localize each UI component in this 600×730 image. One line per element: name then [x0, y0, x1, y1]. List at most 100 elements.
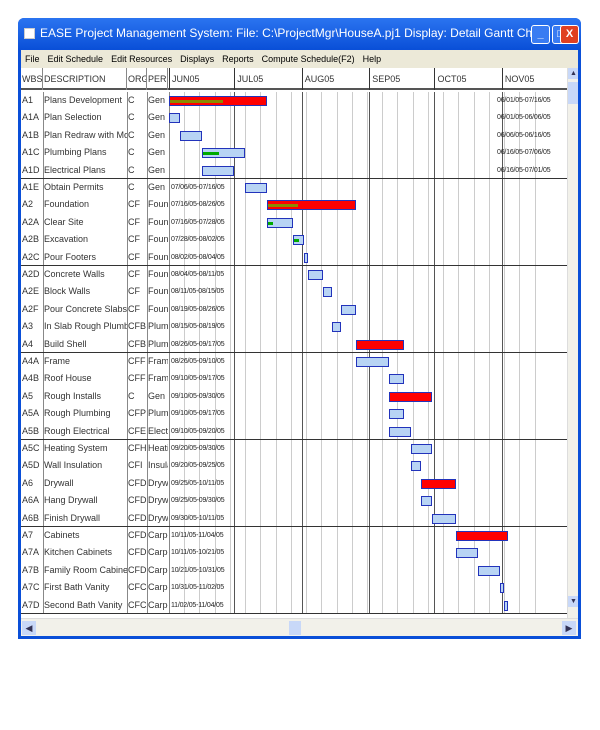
task-row[interactable]: A2B Excavation CF Found07/28/05-08/02/05	[21, 231, 567, 248]
scroll-up-arrow-icon[interactable]: ▲	[568, 68, 578, 79]
summary-bar[interactable]	[388, 391, 433, 402]
task-org: CF	[128, 234, 140, 245]
task-bar[interactable]	[410, 461, 422, 472]
menu-item[interactable]: Reports	[222, 54, 254, 64]
task-row[interactable]: A5 Rough Installs C Gen C09/10/05-09/30/05	[21, 388, 567, 405]
task-bar[interactable]	[410, 444, 433, 454]
task-pers: Gen C	[148, 182, 168, 192]
task-pers: Plumb	[148, 321, 168, 332]
task-row[interactable]: A6B Finish Drywall CFDDrywa09/30/05-10/11/…	[21, 510, 567, 527]
horizontal-scrollbar[interactable]: ◀ ▶	[21, 618, 578, 636]
task-bar[interactable]	[303, 252, 309, 263]
vertical-scrollbar[interactable]: ▲ ▼	[567, 68, 578, 618]
scroll-left-arrow-icon[interactable]: ◀	[22, 621, 36, 635]
task-bar[interactable]	[421, 496, 433, 507]
task-dates: 09/10/05-09/20/05	[171, 427, 225, 435]
task-bar[interactable]	[477, 565, 500, 576]
task-dates: 09/10/05-09/17/05	[171, 410, 225, 418]
week-gridline	[336, 92, 338, 614]
task-org: C	[128, 95, 135, 105]
header-description[interactable]: DESCRIPTION	[43, 68, 127, 90]
scroll-right-arrow-icon[interactable]: ▶	[562, 621, 576, 635]
menu-item[interactable]: Help	[362, 54, 382, 64]
task-dates: 09/10/05-09/30/05	[171, 392, 225, 400]
week-gridline	[458, 92, 460, 614]
task-bar[interactable]	[340, 304, 357, 315]
progress-fill	[294, 239, 300, 243]
task-row[interactable]: A5D Wall Insulation CFI Insula09/20/05-09/2…	[21, 457, 567, 474]
group-separator	[21, 526, 567, 527]
menu-item[interactable]: Edit Schedule	[47, 54, 104, 64]
task-row[interactable]: A1B Plan Redraw with ModificationsC Gen C 0…	[21, 127, 567, 144]
scroll-down-arrow-icon[interactable]: ▼	[568, 596, 578, 607]
task-row[interactable]: A6A Hang Drywall CFDDrywa09/25/05-09/30/05	[21, 492, 567, 509]
task-row[interactable]: A5B Rough Electrical CFEElectr09/10/05-09/…	[21, 423, 567, 440]
task-row[interactable]: A2C Pour Footers CF Found08/02/05-08/04/05	[21, 249, 567, 266]
task-row[interactable]: A1A Plan Selection C Gen C 06/01/05-06/06/05	[21, 109, 567, 126]
task-bar[interactable]	[308, 270, 324, 280]
task-bar[interactable]	[169, 113, 180, 124]
task-bar[interactable]	[356, 357, 389, 367]
week-gridline	[488, 92, 490, 614]
task-row[interactable]: A2E Block Walls CF Found08/11/05-08/15/05	[21, 283, 567, 300]
task-row[interactable]: A7D Second Bath Vanity CFCCarpe11/02/05-11…	[21, 597, 567, 614]
task-row[interactable]: A7B Family Room CabinetsCFDCarpe10/21/05-…	[21, 562, 567, 579]
task-bar[interactable]	[388, 374, 404, 385]
hscroll-thumb[interactable]	[289, 621, 301, 635]
task-org: CFD	[128, 530, 147, 540]
summary-bar[interactable]	[421, 478, 457, 489]
task-wbs: A1	[22, 95, 34, 105]
header-pers[interactable]: PERS	[147, 68, 168, 90]
task-row[interactable]: A3 In Slab Rough PlumbingCFBPlumb08/15/05…	[21, 318, 567, 335]
task-row[interactable]: A1C Plumbing Plans C Gen C 06/16/05-07/06/05	[21, 144, 567, 161]
summary-bar[interactable]	[266, 200, 357, 211]
close-button[interactable]: X	[560, 25, 579, 44]
task-bar[interactable]	[266, 217, 294, 228]
task-bar[interactable]	[323, 287, 333, 298]
task-org: CFI	[128, 460, 143, 471]
task-bar[interactable]	[332, 322, 341, 333]
task-row[interactable]: A7A Kitchen Cabinets CFDCarpe10/11/05-10/2…	[21, 544, 567, 561]
task-row[interactable]: A6 Drywall CFDDrywa09/25/05-10/11/05	[21, 475, 567, 492]
task-row[interactable]: A4 Build Shell CFBPlumb08/26/05-09/17/05	[21, 336, 567, 353]
header-org[interactable]: ORG	[127, 68, 147, 90]
task-row[interactable]: A1D Electrical Plans C Gen C 06/16/05-07/01/…	[21, 162, 567, 179]
task-row[interactable]: A1 Plans Development C Gen C 06/01/05-07/16/…	[21, 92, 567, 109]
menu-item[interactable]: Displays	[180, 54, 215, 64]
header-wbs[interactable]: WBS	[21, 68, 43, 90]
task-desc: First Bath Vanity	[44, 582, 110, 593]
task-row[interactable]: A4AFrameCFFFrame08/26/05-09/10/05	[21, 353, 567, 370]
task-row[interactable]: A2D Concrete Walls CF Found08/04/05-08/11/0…	[21, 266, 567, 283]
task-bar[interactable]	[245, 183, 267, 193]
task-bar[interactable]	[432, 513, 457, 524]
task-bar[interactable]	[499, 583, 505, 594]
scroll-thumb[interactable]	[568, 82, 578, 104]
task-dates: 11/02/05-11/04/05	[171, 601, 224, 609]
task-row[interactable]: A1E Obtain Permits C Gen C07/06/05-07/16/05	[21, 179, 567, 196]
minimize-button[interactable]: _	[531, 25, 550, 44]
menu-item[interactable]: File	[25, 54, 40, 64]
task-bar[interactable]	[293, 235, 304, 246]
task-bar[interactable]	[456, 548, 478, 559]
summary-bar[interactable]	[356, 339, 404, 350]
column-divider	[147, 92, 148, 614]
task-bar[interactable]	[388, 409, 404, 420]
task-bar[interactable]	[179, 130, 202, 141]
task-bar[interactable]	[201, 148, 246, 159]
task-desc: Excavation	[44, 234, 89, 245]
menu-item[interactable]: Compute Schedule(F2)	[261, 54, 355, 64]
task-row[interactable]: A5A Rough Plumbing CFPPlumb09/10/05-09/17/…	[21, 405, 567, 422]
task-bar[interactable]	[388, 426, 411, 437]
task-row[interactable]: A7C First Bath Vanity CFCCarpe10/31/05-11/…	[21, 579, 567, 596]
task-bar[interactable]	[201, 165, 235, 176]
task-bar[interactable]	[504, 600, 509, 611]
task-row[interactable]: A7 Cabinets CFDCarpe10/11/05-11/04/05	[21, 527, 567, 544]
task-row[interactable]: A2A Clear Site CF Found07/16/05-07/28/05	[21, 214, 567, 231]
summary-bar[interactable]	[169, 96, 267, 106]
task-row[interactable]: A5C Heating System CFHHeatin09/20/05-09/30…	[21, 440, 567, 457]
task-row[interactable]: A4B Roof House CFFFrame09/10/05-09/17/05	[21, 370, 567, 387]
task-row[interactable]: A2 Foundation CF Found07/16/05-08/26/05	[21, 196, 567, 213]
menu-item[interactable]: Edit Resources	[111, 54, 173, 64]
summary-bar[interactable]	[456, 531, 509, 541]
